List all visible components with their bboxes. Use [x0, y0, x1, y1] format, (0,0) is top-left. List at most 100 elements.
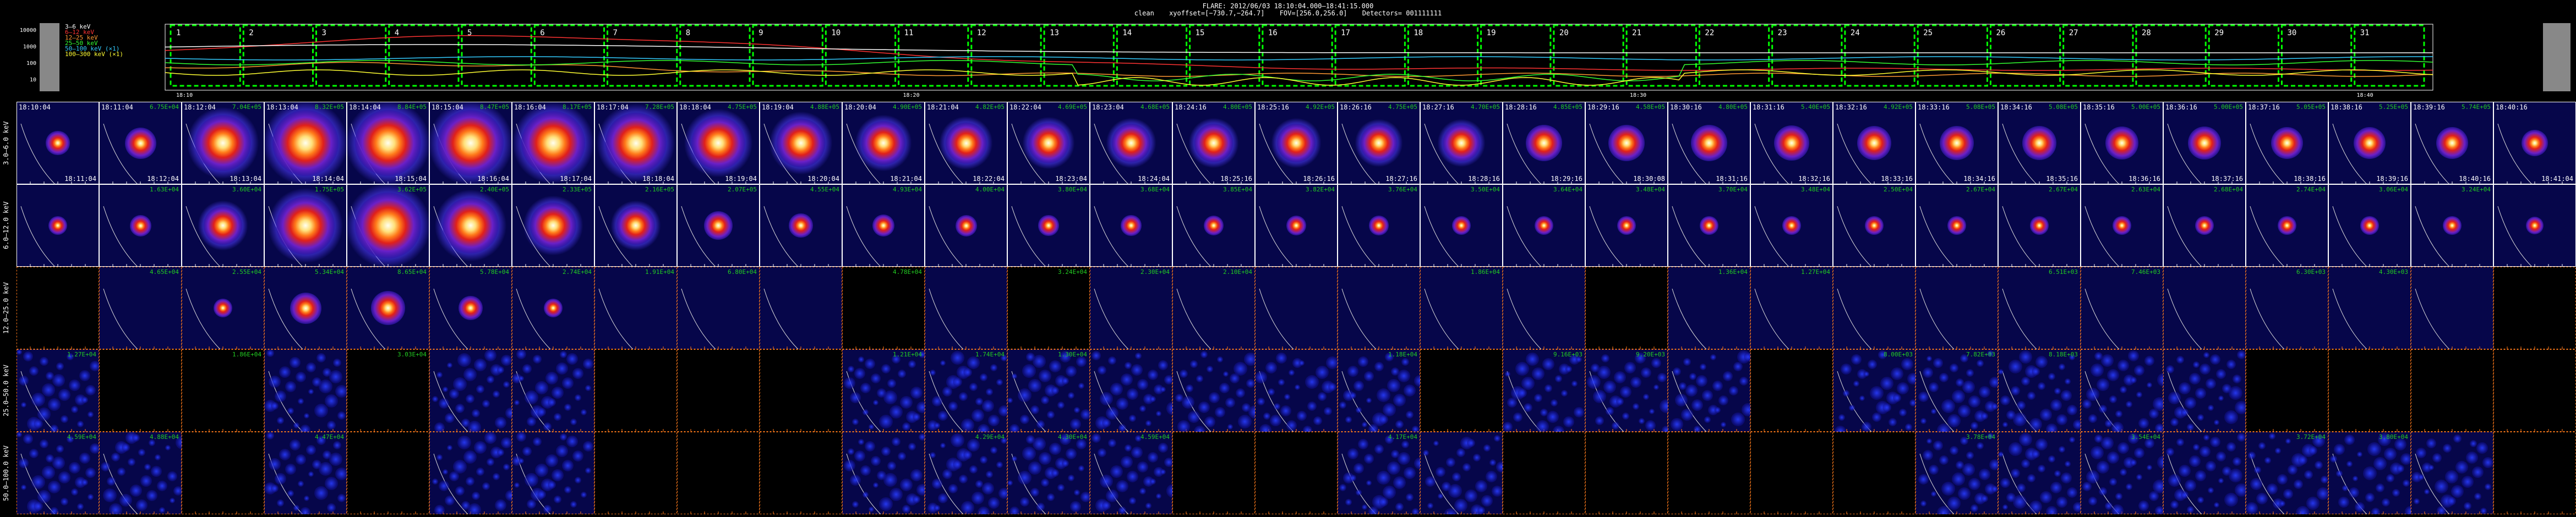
noise-speckle: [556, 362, 568, 375]
noise-speckle: [951, 433, 964, 447]
source-blob: [1203, 215, 1224, 236]
noise-speckle: [1219, 383, 1230, 393]
noise-speckle: [1438, 493, 1443, 499]
noise-speckle: [1859, 395, 1865, 401]
noise-speckle: [2094, 352, 2103, 360]
energy-band-label: 25.0–50.0 keV: [2, 365, 10, 416]
noise-speckle: [1614, 371, 1626, 383]
cell-border: [182, 432, 264, 514]
noise-speckle: [1368, 507, 1378, 514]
noise-speckle: [1145, 420, 1151, 426]
noise-speckle: [1091, 433, 1101, 443]
noise-speckle: [1278, 379, 1285, 386]
noise-speckle: [2285, 438, 2291, 444]
noise-speckle: [2027, 392, 2035, 400]
noise-speckle: [1624, 362, 1636, 373]
peak-value-label: 1.75E+05: [315, 186, 344, 193]
noise-speckle: [1177, 420, 1190, 432]
source-blob: [703, 211, 733, 240]
noise-speckle: [2277, 474, 2288, 485]
start-time-label: 18:13:04: [266, 103, 298, 111]
noise-speckle: [1723, 371, 1733, 381]
noise-speckle: [285, 381, 296, 392]
source-blob: [1857, 125, 1892, 161]
noise-speckle: [314, 486, 328, 500]
end-time-label: 18:11:04: [64, 175, 96, 183]
noise-speckle: [1385, 435, 1394, 444]
noise-speckle: [487, 458, 494, 466]
cell-frame: [2493, 349, 2576, 432]
noise-speckle: [1521, 377, 1535, 390]
image-cell: 18:29:16 18:30:08 4.58E+05: [1585, 102, 1668, 184]
cell-frame: [1750, 432, 1833, 514]
peak-value-label: 3.82E+04: [1306, 186, 1335, 193]
noise-speckle: [2073, 420, 2081, 430]
noise-speckle: [2256, 493, 2268, 504]
noise-speckle: [1391, 367, 1399, 376]
noise-speckle: [1018, 388, 1032, 402]
noise-speckle: [1121, 456, 1133, 468]
noise-speckle: [1872, 413, 1881, 422]
solar-limb: [2002, 288, 2037, 349]
noise-speckle: [873, 400, 878, 405]
noise-speckle: [2059, 446, 2065, 453]
image-cell: 5.34E+04: [264, 267, 347, 349]
noise-speckle: [2136, 392, 2142, 398]
cell-frame: [1833, 432, 1915, 514]
interval-box: [1625, 24, 1697, 87]
noise-speckle: [85, 468, 96, 478]
noise-speckle: [879, 415, 893, 428]
image-cell: [594, 432, 677, 514]
noise-speckle: [1060, 433, 1071, 445]
noise-speckle: [514, 400, 520, 405]
noise-speckle: [1215, 407, 1225, 417]
cell-frame: [1255, 432, 1338, 514]
noise-speckle: [1907, 373, 1915, 384]
noise-speckle: [1960, 437, 1968, 445]
noise-speckle: [1263, 413, 1270, 420]
noise-speckle: [585, 468, 591, 474]
peak-value-label: 4.30E+04: [1058, 433, 1087, 441]
cell-frame: [1998, 267, 2081, 349]
noise-speckle: [1274, 403, 1280, 410]
y-tick-label: 10: [30, 77, 36, 83]
lightcurve-series: [165, 60, 2433, 81]
peak-value-label: 3.48E+04: [1636, 186, 1665, 193]
peak-value-label: 4.75E+05: [728, 103, 757, 111]
noise-speckle: [2048, 373, 2055, 380]
cell-border: [1255, 432, 1338, 514]
noise-speckle: [953, 377, 962, 387]
source-blob: [124, 127, 156, 159]
noise-speckle: [525, 391, 538, 404]
cell-border: [677, 267, 760, 349]
noise-speckle: [1328, 383, 1336, 391]
noise-speckle: [1689, 373, 1696, 380]
noise-speckle: [535, 381, 548, 394]
image-cell: [1750, 349, 1833, 432]
noise-speckle: [298, 398, 304, 404]
solar-limb: [1754, 288, 1789, 349]
cell-frame: [1668, 432, 1750, 514]
noise-speckle: [1496, 461, 1503, 472]
peak-value-label: 9.16E+03: [1553, 351, 1582, 358]
noise-speckle: [1080, 409, 1090, 420]
peak-value-label: 4.90E+05: [893, 103, 922, 111]
image-cell: 3.64E+04: [1503, 184, 1585, 267]
noise-speckle: [1444, 508, 1458, 514]
energy-band-label: 3.0–6.0 keV: [2, 121, 10, 165]
source-blob: [1534, 216, 1554, 235]
noise-speckle: [2208, 405, 2214, 411]
interval-label: 6: [540, 29, 544, 37]
noise-speckle: [503, 464, 510, 470]
noise-speckle: [1870, 386, 1884, 400]
peak-value-label: 8.32E+05: [315, 103, 344, 111]
noise-speckle: [306, 445, 316, 455]
image-cell: [2246, 349, 2328, 432]
noise-speckle: [940, 360, 946, 366]
noise-speckle: [21, 402, 26, 408]
noise-speckle: [871, 456, 881, 466]
noise-speckle: [495, 499, 506, 511]
noise-speckle: [81, 479, 88, 486]
image-cell: 18:30:16 18:31:16 4.80E+05: [1668, 102, 1750, 184]
noise-speckle: [1366, 480, 1372, 486]
